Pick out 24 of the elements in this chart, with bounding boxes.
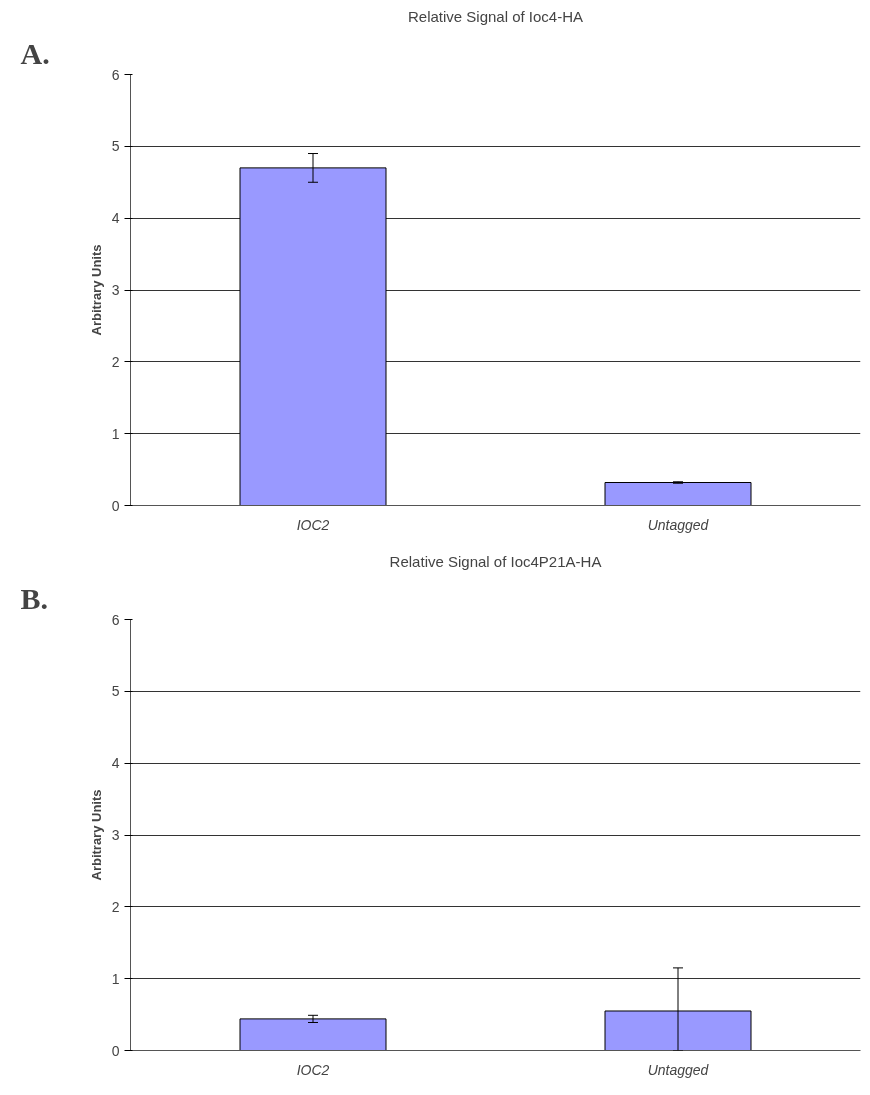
y-tick-label: 5 [111,138,120,155]
y-tick-label: 3 [111,827,120,843]
y-tick-label: 3 [111,282,120,298]
y-tick-label: 4 [111,755,120,772]
chart-title: Relative Signal of Ioc4P21A-HA [389,552,602,570]
y-tick-label: 2 [111,353,120,370]
y-tick-label: 2 [111,898,120,915]
y-tick-label: 1 [111,425,120,442]
x-tick-label: Untagged [647,516,710,533]
y-tick-label: 0 [111,1042,120,1059]
y-tick-label: 6 [111,66,120,83]
y-tick-label: 1 [111,970,120,987]
x-tick-label: IOC2 [296,1061,330,1078]
y-tick-label: 6 [111,611,120,628]
y-axis-title: Arbitrary Units [88,789,104,881]
y-axis-title: Arbitrary Units [88,244,104,336]
y-tick-label: 4 [111,210,120,227]
text: A. [20,36,50,70]
text: B. [20,581,49,615]
x-tick-label: Untagged [647,1061,710,1078]
x-tick-label: IOC2 [296,516,330,533]
y-tick-label: 0 [111,497,120,514]
y-tick-label: 5 [111,683,120,700]
chart-title: Relative Signal of Ioc4-HA [407,7,584,25]
